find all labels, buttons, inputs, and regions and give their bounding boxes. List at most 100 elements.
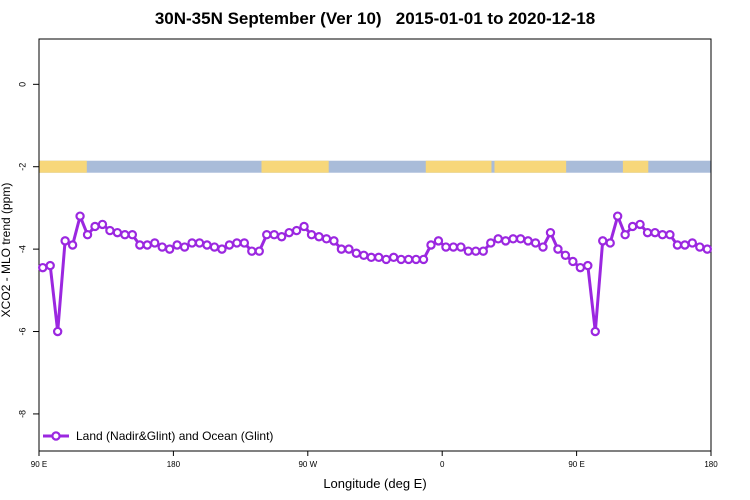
data-point [150,238,160,248]
data-point [687,238,698,248]
data-point [45,260,55,271]
data-point [515,234,526,244]
data-point [381,254,391,265]
data-point [545,227,556,238]
data-point [575,262,586,273]
ocean-mask-band [39,160,711,173]
data-point [478,246,488,256]
data-point [500,236,511,246]
data-point [135,240,145,250]
x-tick-label: 90 E [568,460,584,469]
data-point [142,240,152,250]
data-point [366,252,376,263]
data-point [620,229,630,240]
data-point [553,244,563,254]
data-point [157,242,167,252]
data-point [172,240,182,250]
data-point [418,254,429,265]
data-point [112,227,123,238]
land-mask-segment [425,160,492,173]
data-point [433,236,444,246]
data-point [336,244,347,254]
plot-frame [38,38,712,452]
data-point [508,234,518,244]
data-point [695,242,705,252]
data-point [97,219,108,230]
series-line [42,214,708,333]
data-point [463,246,474,256]
y-tick-label: -2 [17,163,27,171]
y-axis-label: XCO2 - MLO trend (ppm) [0,182,13,318]
data-point [321,234,332,244]
data-point [411,254,421,265]
data-point [314,232,324,242]
data-point [247,246,257,256]
data-point [284,227,294,238]
data-point [538,242,548,252]
data-point [187,238,197,248]
x-axis-label: Longitude (deg E) [323,476,427,491]
data-point [583,260,593,271]
data-point [560,250,571,260]
data-point [523,236,533,246]
data-point [568,256,578,267]
data-point [329,236,339,246]
data-point [657,229,668,240]
data-point [388,252,399,263]
data-point [90,221,100,232]
land-mask-segment [494,160,567,173]
data-point [448,242,459,252]
data-point [650,227,660,238]
data-point [164,244,175,254]
data-point [590,326,600,337]
data-point [276,232,287,242]
data-point [82,229,93,240]
data-point [680,240,690,250]
data-point [344,244,354,254]
y-tick-label: -6 [17,328,27,336]
data-point [306,229,317,240]
legend-label: Land (Nadir&Glint) and Ocean (Glint) [76,429,273,443]
data-point [493,234,503,244]
data-point [194,238,205,248]
data-point [232,238,242,248]
data-point [426,240,436,250]
y-tick-label: -4 [17,245,27,253]
data-point [403,254,414,265]
data-point [254,246,264,256]
land-mask-segment [261,160,329,173]
data-point [605,238,615,248]
data-point [127,229,138,240]
data-point [224,240,235,250]
data-point [202,240,212,250]
data-point [598,236,608,246]
data-point [217,244,227,254]
x-tick-label: 180 [167,460,181,469]
data-point [471,246,481,256]
chart-title: 30N-35N September (Ver 10) 2015-01-01 to… [154,9,596,28]
data-point [359,250,369,260]
data-point [120,229,130,240]
data-point [60,236,70,246]
data-point [209,242,220,252]
data-point [291,225,302,236]
data-point [374,252,384,263]
data-point [67,240,78,250]
data-point [642,227,653,238]
data-point [262,229,272,240]
y-tick-label: -8 [17,410,27,418]
land-mask-segment [39,160,87,173]
data-point [299,221,309,232]
data-point [635,219,645,230]
x-tick-label: 90 W [298,460,317,469]
x-tick-label: 180 [704,460,718,469]
x-tick-label: 90 E [31,460,47,469]
data-point [75,211,85,221]
data-point [351,248,362,258]
data-point [105,225,115,236]
x-tick-label: 0 [440,460,445,469]
data-point [396,254,406,265]
data-point [665,229,675,240]
